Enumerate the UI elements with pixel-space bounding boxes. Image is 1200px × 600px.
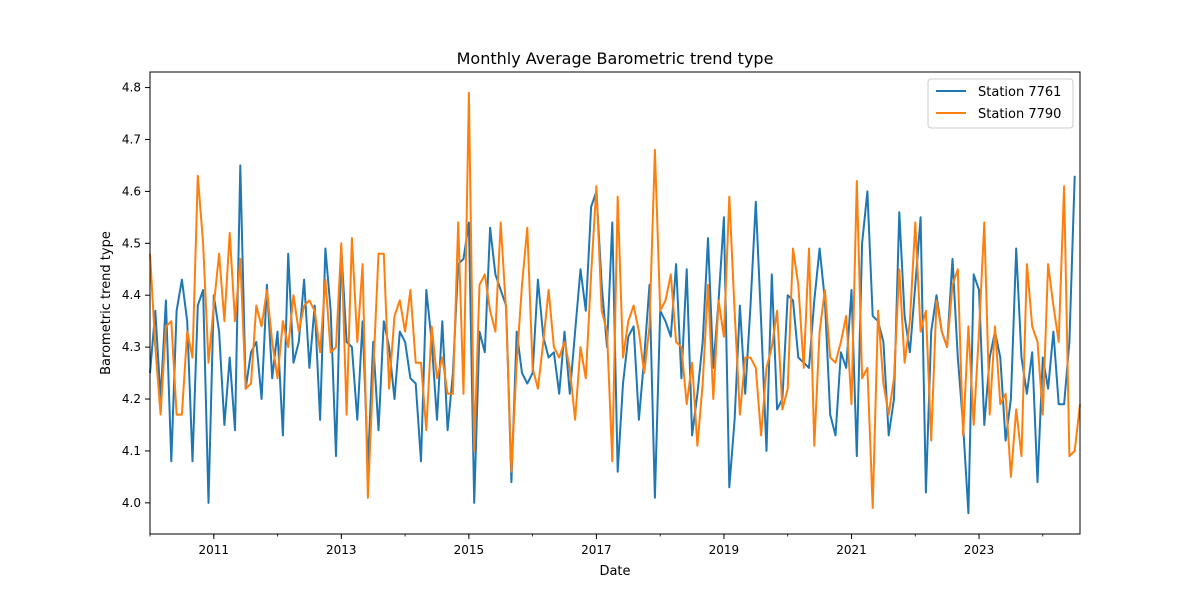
y-tick-label: 4.0 [122, 496, 141, 510]
x-tick-label: 2019 [709, 543, 740, 557]
y-tick-label: 4.3 [122, 340, 141, 354]
x-tick-label: 2015 [454, 543, 485, 557]
y-tick-label: 4.2 [122, 392, 141, 406]
ticks-layer: 2011 2013 2015 2017 2019 2021 2023 4.0 4.1 4.2 4.3… [122, 81, 1044, 557]
y-tick-label: 4.7 [122, 132, 141, 146]
x-tick-label: 2017 [581, 543, 612, 557]
legend-label-station-7761: Station 7761 [978, 85, 1061, 100]
series-layer [149, 91, 1081, 515]
legend-label-station-7790: Station 7790 [978, 107, 1061, 122]
legend: Station 7761 Station 7790 [927, 78, 1074, 129]
y-tick-label: 4.1 [122, 444, 141, 458]
chart-title: Monthly Average Barometric trend type [457, 49, 774, 68]
y-axis-label: Barometric trend type [99, 231, 114, 375]
series-line-station-7790 [149, 91, 1081, 509]
y-tick-label: 4.8 [122, 81, 141, 95]
y-tick-label: 4.5 [122, 236, 141, 250]
plot-frame [149, 71, 1081, 535]
y-tick-label: 4.4 [122, 288, 141, 302]
y-tick-label: 4.6 [122, 184, 141, 198]
x-axis-label: Date [599, 564, 630, 579]
x-tick-label: 2021 [836, 543, 867, 557]
x-tick-label: 2013 [326, 543, 357, 557]
x-tick-label: 2011 [198, 543, 229, 557]
x-tick-label: 2023 [964, 543, 995, 557]
series-line-station-7761 [149, 164, 1076, 515]
